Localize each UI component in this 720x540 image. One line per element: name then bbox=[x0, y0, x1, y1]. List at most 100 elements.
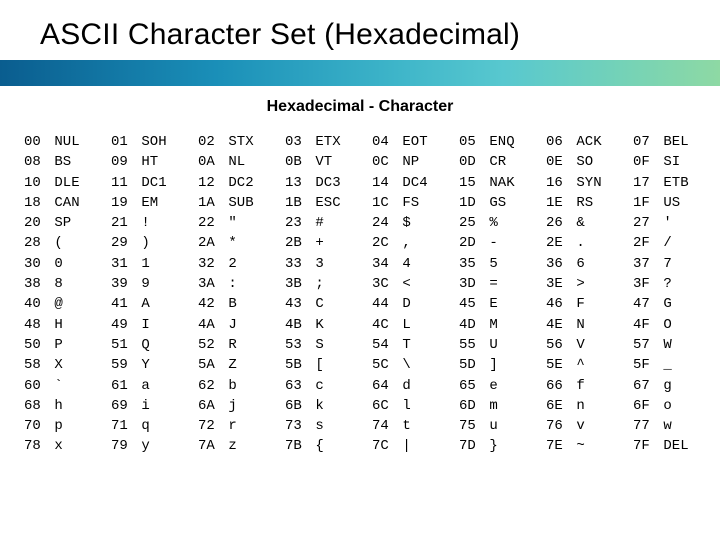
char-value: L bbox=[394, 315, 411, 335]
char-value: S bbox=[307, 335, 324, 355]
ascii-cell: 63 c bbox=[285, 376, 348, 396]
ascii-cell: 11 DC1 bbox=[111, 173, 174, 193]
char-value: D bbox=[394, 294, 411, 314]
ascii-cell: 59 Y bbox=[111, 355, 174, 375]
char-value: BEL bbox=[655, 132, 689, 152]
ascii-column: 07 BEL0F SI17 ETB1F US27 '2F /37 73F ?47… bbox=[633, 132, 696, 457]
hex-code: 34 bbox=[372, 254, 394, 274]
char-value: F bbox=[568, 294, 585, 314]
char-value: k bbox=[307, 396, 324, 416]
ascii-cell: 3E > bbox=[546, 274, 609, 294]
hex-code: 1D bbox=[459, 193, 481, 213]
hex-code: 49 bbox=[111, 315, 133, 335]
ascii-cell: 67 g bbox=[633, 376, 696, 396]
ascii-cell: 6F o bbox=[633, 396, 696, 416]
char-value: ETB bbox=[655, 173, 689, 193]
hex-code: 75 bbox=[459, 416, 481, 436]
ascii-cell: 09 HT bbox=[111, 152, 174, 172]
char-value: [ bbox=[307, 355, 324, 375]
char-value: RS bbox=[568, 193, 593, 213]
ascii-cell: 1D GS bbox=[459, 193, 522, 213]
hex-code: 36 bbox=[546, 254, 568, 274]
ascii-column: 06 ACK0E SO16 SYN1E RS26 &2E .36 63E >46… bbox=[546, 132, 609, 457]
hex-code: 6A bbox=[198, 396, 220, 416]
char-value: U bbox=[481, 335, 498, 355]
char-value: v bbox=[568, 416, 585, 436]
char-value: @ bbox=[46, 294, 63, 314]
char-value: M bbox=[481, 315, 498, 335]
ascii-cell: 65 e bbox=[459, 376, 522, 396]
hex-code: 11 bbox=[111, 173, 133, 193]
char-value: O bbox=[655, 315, 672, 335]
hex-code: 69 bbox=[111, 396, 133, 416]
hex-code: 5F bbox=[633, 355, 655, 375]
hex-code: 0D bbox=[459, 152, 481, 172]
ascii-cell: 55 U bbox=[459, 335, 522, 355]
hex-code: 73 bbox=[285, 416, 307, 436]
char-value: C bbox=[307, 294, 324, 314]
hex-code: 57 bbox=[633, 335, 655, 355]
ascii-cell: 18 CAN bbox=[24, 193, 87, 213]
hex-code: 17 bbox=[633, 173, 655, 193]
ascii-cell: 35 5 bbox=[459, 254, 522, 274]
char-value: SUB bbox=[220, 193, 254, 213]
hex-code: 6E bbox=[546, 396, 568, 416]
hex-code: 00 bbox=[24, 132, 46, 152]
ascii-cell: 57 W bbox=[633, 335, 696, 355]
char-value: Z bbox=[220, 355, 237, 375]
hex-code: 01 bbox=[111, 132, 133, 152]
char-value: ESC bbox=[307, 193, 341, 213]
char-value: 5 bbox=[481, 254, 498, 274]
ascii-cell: 78 x bbox=[24, 436, 87, 456]
hex-code: 08 bbox=[24, 152, 46, 172]
ascii-cell: 7E ~ bbox=[546, 436, 609, 456]
char-value: & bbox=[568, 213, 585, 233]
ascii-cell: 1F US bbox=[633, 193, 696, 213]
ascii-cell: 75 u bbox=[459, 416, 522, 436]
hex-code: 7B bbox=[285, 436, 307, 456]
ascii-cell: 21 ! bbox=[111, 213, 174, 233]
char-value: ) bbox=[133, 233, 150, 253]
ascii-cell: 37 7 bbox=[633, 254, 696, 274]
ascii-cell: 48 H bbox=[24, 315, 87, 335]
hex-code: 1E bbox=[546, 193, 568, 213]
hex-code: 03 bbox=[285, 132, 307, 152]
ascii-cell: 5E ^ bbox=[546, 355, 609, 375]
ascii-cell: 10 DLE bbox=[24, 173, 87, 193]
char-value: c bbox=[307, 376, 324, 396]
hex-code: 0C bbox=[372, 152, 394, 172]
ascii-cell: 58 X bbox=[24, 355, 87, 375]
hex-code: 38 bbox=[24, 274, 46, 294]
ascii-cell: 2A * bbox=[198, 233, 261, 253]
ascii-column: 05 ENQ0D CR15 NAK1D GS25 %2D -35 53D =45… bbox=[459, 132, 522, 457]
char-value: CAN bbox=[46, 193, 80, 213]
ascii-cell: 1E RS bbox=[546, 193, 609, 213]
hex-code: 4A bbox=[198, 315, 220, 335]
hex-code: 48 bbox=[24, 315, 46, 335]
char-value: DLE bbox=[46, 173, 80, 193]
hex-code: 46 bbox=[546, 294, 568, 314]
ascii-cell: 4A J bbox=[198, 315, 261, 335]
hex-code: 70 bbox=[24, 416, 46, 436]
hex-code: 7F bbox=[633, 436, 655, 456]
ascii-cell: 4E N bbox=[546, 315, 609, 335]
ascii-cell: 0C NP bbox=[372, 152, 435, 172]
char-value: SP bbox=[46, 213, 71, 233]
char-value: { bbox=[307, 436, 324, 456]
char-value: SI bbox=[655, 152, 680, 172]
char-value: 1 bbox=[133, 254, 150, 274]
hex-code: 2F bbox=[633, 233, 655, 253]
char-value: # bbox=[307, 213, 324, 233]
char-value: 9 bbox=[133, 274, 150, 294]
ascii-column: 03 ETX0B VT13 DC31B ESC23 #2B +33 33B ;4… bbox=[285, 132, 348, 457]
char-value: y bbox=[133, 436, 150, 456]
hex-code: 10 bbox=[24, 173, 46, 193]
hex-code: 74 bbox=[372, 416, 394, 436]
ascii-cell: 7D } bbox=[459, 436, 522, 456]
ascii-cell: 60 ` bbox=[24, 376, 87, 396]
hex-code: 31 bbox=[111, 254, 133, 274]
ascii-cell: 00 NUL bbox=[24, 132, 87, 152]
char-value: , bbox=[394, 233, 411, 253]
char-value: NP bbox=[394, 152, 419, 172]
ascii-cell: 3B ; bbox=[285, 274, 348, 294]
